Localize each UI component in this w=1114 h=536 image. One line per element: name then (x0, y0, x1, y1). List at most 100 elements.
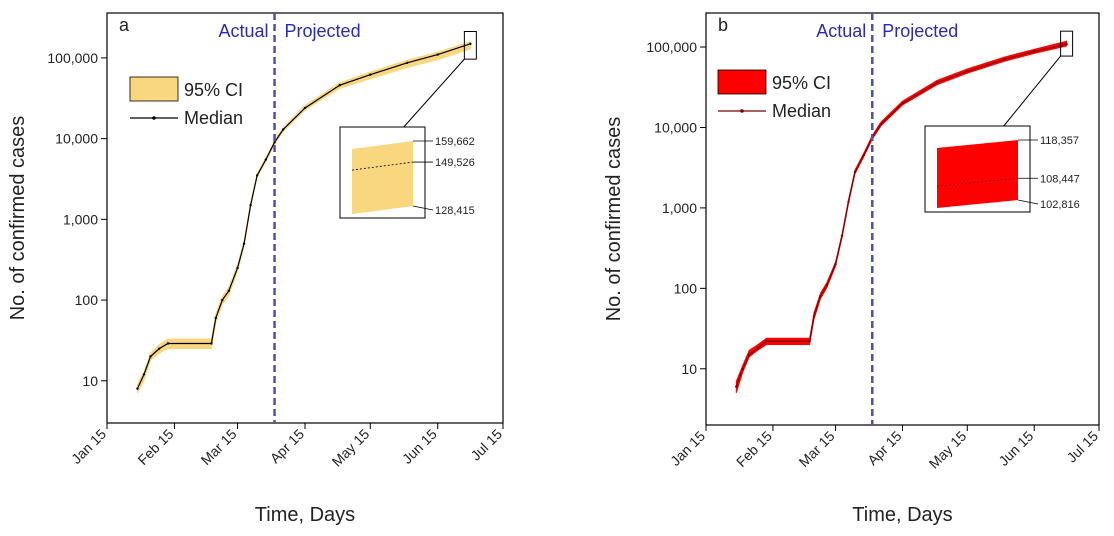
median-point (227, 289, 231, 293)
inset-value-label: 118,357 (1040, 135, 1079, 147)
median-point (242, 242, 246, 245)
median-point (166, 342, 170, 345)
legend-marker (740, 109, 744, 113)
y-tick-label: 100 (75, 292, 99, 308)
median-point (303, 106, 307, 110)
median-line (735, 43, 1067, 387)
annotation: Actual (816, 21, 866, 41)
y-tick-label: 100 (674, 280, 698, 296)
panel: 10 100 1,000 10,000 100,000 Jan 15 Feb 15 Mar 1… (603, 12, 1101, 526)
median-point (338, 83, 342, 87)
median-point (879, 122, 883, 126)
legend-label: Median (772, 101, 831, 121)
median-line (136, 43, 471, 389)
median-point (142, 373, 146, 376)
annotation: Projected (285, 21, 361, 41)
median-point (747, 353, 751, 356)
median-point (847, 200, 850, 203)
x-tick-label: May 15 (926, 428, 970, 472)
x-tick-label: May 15 (329, 426, 373, 470)
median-point (812, 315, 816, 318)
legend-marker (152, 116, 156, 120)
median-point (221, 298, 224, 302)
median-point (469, 42, 472, 46)
median-point (765, 340, 768, 343)
median-point (1033, 50, 1036, 53)
plot-frame (106, 12, 504, 424)
median-point (136, 387, 139, 390)
x-axis-title: Time, Days (852, 504, 952, 526)
x-tick-label: Jan 15 (667, 428, 708, 469)
x-tick-label: Jan 15 (68, 426, 109, 467)
median-point (369, 73, 372, 76)
median-point (149, 355, 152, 358)
median-point (264, 158, 268, 161)
annotation: Projected (882, 21, 958, 41)
median-point (840, 234, 844, 238)
median-point (819, 294, 822, 298)
median-point (834, 262, 837, 266)
median-point (436, 53, 439, 56)
zoom-box (463, 31, 477, 60)
legend-label: Median (184, 108, 243, 128)
x-tick-label: Mar 15 (796, 428, 838, 470)
inset-median (936, 177, 1019, 187)
median-point (862, 154, 865, 157)
median-point (808, 340, 811, 343)
x-tick-label: Jul 15 (1063, 428, 1101, 466)
median-point (735, 385, 738, 388)
zoom-connector (1003, 55, 1061, 127)
zoom-box (1060, 30, 1074, 57)
y-tick-label: 100,000 (47, 50, 98, 66)
x-axis-title: Time, Days (255, 504, 355, 526)
zoom-connector (403, 58, 465, 128)
median-point (406, 61, 409, 64)
y-tick-label: 100,000 (646, 39, 697, 55)
median-point (236, 266, 239, 270)
median-point (741, 367, 744, 370)
median-point (214, 316, 217, 320)
median-point (853, 170, 857, 174)
x-tick-label: Jun 15 (995, 428, 1036, 469)
x-tick-label: Feb 15 (733, 428, 775, 470)
y-tick-label: 10,000 (654, 119, 697, 135)
x-tick-label: Feb 15 (134, 426, 176, 468)
median-point (282, 128, 285, 131)
y-axis-title: No. of confirmed cases (603, 117, 625, 322)
legend-swatch (129, 76, 179, 102)
median-point (273, 141, 276, 144)
y-axis-title: No. of confirmed cases (7, 116, 29, 321)
panel-label: b (718, 15, 728, 35)
median-point (210, 342, 213, 345)
median-point (1002, 58, 1006, 61)
ci-band (735, 40, 1068, 394)
inset-leader (1017, 199, 1039, 205)
x-tick-label: Apr 15 (267, 426, 308, 467)
inset-value-label: 149,526 (435, 157, 475, 169)
legend-swatch (717, 69, 767, 95)
median-point (158, 347, 161, 350)
y-tick-label: 1,000 (662, 200, 697, 216)
median-point (255, 174, 259, 177)
inset-value-label: 102,816 (1040, 199, 1080, 211)
inset-band (352, 141, 413, 214)
x-tick-label: Jun 15 (399, 426, 440, 467)
median-point (1065, 43, 1068, 46)
legend-label: 95% CI (772, 73, 831, 93)
inset-value-label: 159,662 (435, 136, 475, 148)
x-tick-label: Jul 15 (467, 426, 505, 464)
median-point (825, 283, 829, 287)
annotation: Actual (219, 21, 269, 41)
y-tick-label: 10 (82, 373, 98, 389)
inset-leader (412, 205, 434, 211)
y-tick-label: 10,000 (55, 131, 98, 147)
inset-value-label: 128,415 (435, 205, 475, 217)
median-point (901, 102, 904, 105)
inset-band (937, 140, 1018, 208)
inset-value-label: 108,447 (1040, 173, 1080, 185)
median-point (756, 347, 760, 350)
y-tick-label: 1,000 (63, 211, 98, 227)
median-point (249, 203, 252, 207)
y-tick-label: 10 (681, 361, 697, 377)
